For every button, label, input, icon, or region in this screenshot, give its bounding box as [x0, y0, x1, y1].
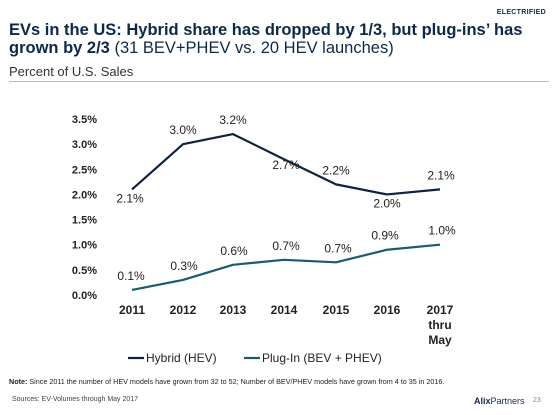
source-text: Sources: EV-Volumes through May 2017: [12, 396, 139, 403]
x-tick-label: 2012: [170, 303, 197, 317]
series-line-hybrid: [131, 132, 441, 196]
y-tick-label: 1.5%: [72, 215, 97, 227]
y-tick-label: 0.5%: [72, 265, 97, 277]
y-tick-label: 2.5%: [72, 164, 97, 176]
legend-label: Plug-In (BEV + PHEV): [262, 351, 382, 365]
x-tick-label: 2017 thru May: [427, 303, 454, 347]
x-tick-label: 2015: [323, 303, 350, 317]
data-label: 2.1%: [116, 191, 144, 205]
data-label: 0.6%: [220, 244, 248, 258]
data-label: 0.7%: [272, 239, 300, 253]
data-label: 2.2%: [322, 163, 350, 177]
data-label: 1.0%: [428, 224, 456, 238]
series-line-plug-in: [131, 243, 441, 292]
logo-part-bold: Alix: [474, 396, 491, 406]
y-tick-label: 0.0%: [72, 290, 97, 302]
data-label: 0.3%: [170, 259, 198, 273]
data-label: 0.9%: [371, 229, 399, 243]
x-tick-label: 2011: [119, 303, 145, 317]
note-label: Note:: [9, 377, 28, 386]
page-title: EVs in the US: Hybrid share has dropped …: [9, 21, 554, 57]
y-tick-label: 3.0%: [72, 139, 97, 151]
note-text: Since 2011 the number of HEV models have…: [27, 377, 445, 386]
header-tag: ELECTRIFIED: [496, 9, 546, 16]
x-tick-label: 2013: [220, 303, 247, 317]
data-label: 0.1%: [117, 269, 145, 283]
legend-label: Hybrid (HEV): [146, 351, 217, 365]
footnote: Note: Since 2011 the number of HEV model…: [9, 377, 444, 386]
logo-part-regular: Partners: [490, 396, 525, 406]
y-tick-label: 1.0%: [72, 240, 97, 252]
title-bold: EVs in the US: Hybrid share has dropped …: [9, 21, 523, 57]
data-label: 0.7%: [324, 241, 352, 255]
x-tick-label: 2014: [271, 303, 298, 317]
data-label: 3.2%: [219, 113, 247, 127]
data-label: 2.1%: [427, 168, 455, 182]
title-rest: (31 BEV+PHEV vs. 20 HEV launches): [109, 39, 394, 57]
data-label: 2.0%: [373, 196, 401, 210]
y-tick-label: 2.0%: [72, 189, 97, 201]
divider: [9, 81, 549, 82]
data-label: 2.7%: [272, 158, 300, 172]
page-number: 23: [533, 397, 541, 404]
data-label: 3.0%: [169, 123, 197, 137]
x-tick-label: 2016: [374, 303, 401, 317]
y-tick-label: 3.5%: [72, 114, 97, 126]
company-logo: AlixPartners: [474, 396, 525, 406]
chart-subtitle: Percent of U.S. Sales: [9, 64, 134, 79]
